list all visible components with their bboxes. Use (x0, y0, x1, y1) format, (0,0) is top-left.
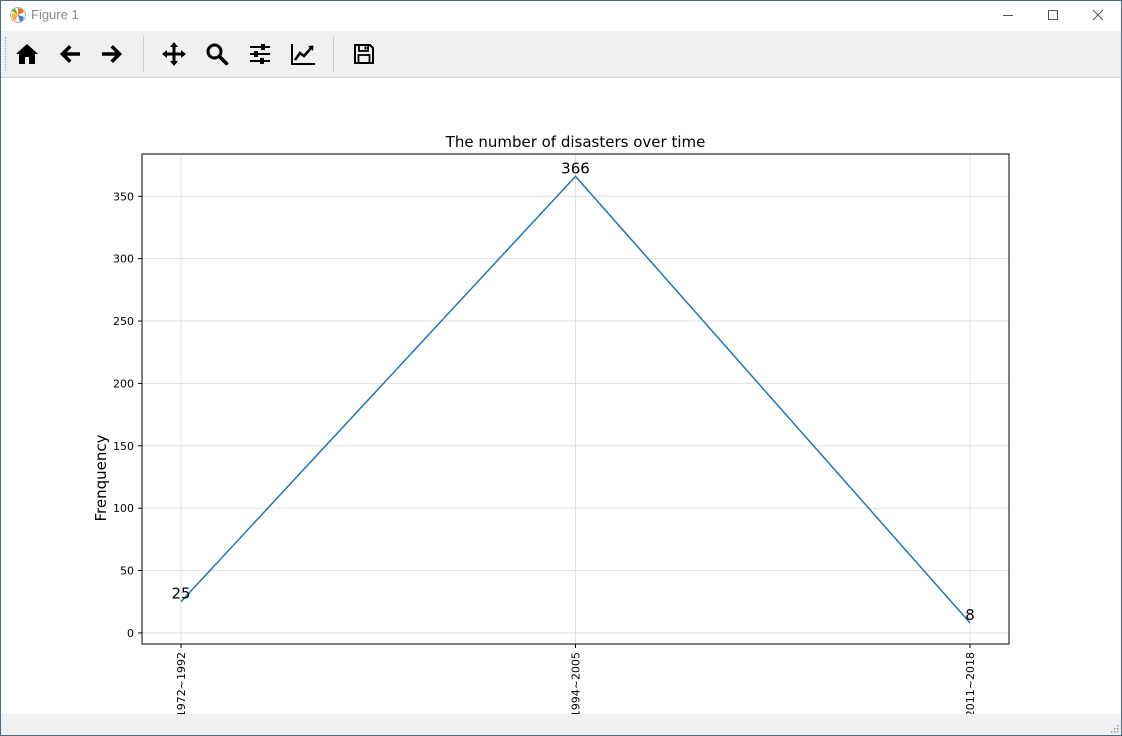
status-bar (1, 714, 1121, 735)
x-tick-label: 2011~2018 (964, 652, 977, 714)
zoom-magnifier-icon (206, 43, 229, 66)
y-tick-label: 350 (113, 190, 134, 203)
y-tick-label: 50 (120, 565, 134, 578)
toolbar-separator (143, 36, 144, 72)
back-button[interactable] (52, 36, 88, 72)
y-tick-label: 300 (113, 253, 134, 266)
y-axis-ticks: 0 50 100 150 200 250 300 350 (113, 190, 142, 640)
save-button[interactable] (346, 36, 382, 72)
x-axis-ticks: 1972~1992 1994~2005 2011~2018 (175, 644, 977, 717)
y-tick-label: 200 (113, 377, 134, 390)
maximize-button[interactable] (1030, 1, 1076, 29)
home-button[interactable] (9, 36, 45, 72)
grid-lines (142, 154, 1009, 644)
forward-arrow-icon (102, 45, 122, 63)
minimize-button[interactable] (985, 1, 1031, 29)
navigation-toolbar (1, 31, 1121, 78)
toolbar-separator (333, 36, 334, 72)
chart-title: The number of disasters over time (445, 133, 706, 151)
customize-button[interactable] (285, 36, 321, 72)
y-axis-label: Frenquency (92, 434, 110, 521)
x-tick-label: 1972~1992 (175, 652, 188, 714)
data-label: 8 (965, 606, 975, 624)
subplots-sliders-icon (250, 44, 270, 64)
customize-line-chart-icon (291, 44, 315, 65)
pan-button[interactable] (156, 36, 192, 72)
toolbar-grip[interactable] (5, 37, 9, 71)
data-labels: 25 366 8 (171, 159, 974, 624)
data-label: 366 (561, 159, 590, 177)
close-button[interactable] (1075, 1, 1121, 29)
data-label: 25 (171, 585, 190, 603)
pan-move-icon (162, 42, 186, 66)
home-icon (16, 44, 38, 64)
forward-button[interactable] (94, 36, 130, 72)
minimize-icon (1003, 15, 1013, 16)
figure-canvas[interactable]: 0 50 100 150 200 250 300 350 1972~1992 1994~2005… (1, 78, 1121, 717)
series-line (180, 175, 971, 624)
window-title: Figure 1 (31, 7, 79, 22)
maximize-icon (1048, 10, 1058, 20)
back-arrow-icon (60, 45, 80, 63)
subplots-button[interactable] (242, 36, 278, 72)
title-bar: Figure 1 (1, 1, 1121, 29)
resize-grip-icon[interactable] (1109, 723, 1119, 733)
line-chart: 0 50 100 150 200 250 300 350 1972~1992 1994~2005… (92, 133, 1010, 717)
y-tick-label: 0 (127, 627, 134, 640)
y-tick-label: 150 (113, 440, 134, 453)
matplotlib-app-icon (10, 7, 26, 23)
save-floppy-icon (354, 44, 374, 64)
x-tick-label: 1994~2005 (570, 652, 583, 714)
close-icon (1092, 9, 1104, 21)
zoom-button[interactable] (199, 36, 235, 72)
y-tick-label: 100 (113, 502, 134, 515)
y-tick-label: 250 (113, 315, 134, 328)
